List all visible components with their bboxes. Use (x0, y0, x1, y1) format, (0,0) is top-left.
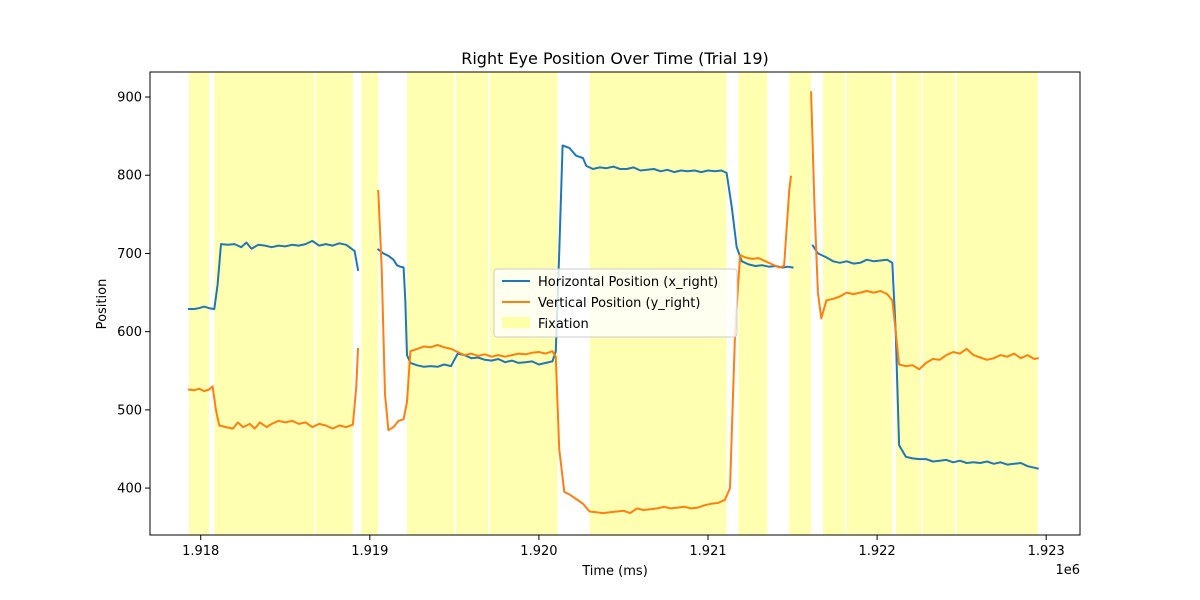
x-tick-label: 1.919 (351, 544, 388, 559)
fixation-band-3 (361, 72, 379, 535)
y-right-line-segment-1 (377, 175, 793, 515)
x-tick-label: 1.923 (1028, 544, 1065, 559)
y-tick-label: 500 (117, 403, 142, 418)
legend-label-horizontal: Horizontal Position (x_right) (538, 275, 718, 290)
fixation-band-5 (456, 72, 489, 535)
fixation-band-4 (407, 72, 455, 535)
fixation-band-1 (214, 72, 315, 535)
y-tick-label: 700 (117, 247, 142, 262)
y-tick-label: 400 (117, 482, 142, 497)
x-right-line-segment-1 (376, 144, 794, 368)
x-tick-label: 1.918 (182, 544, 219, 559)
fixation-band-2 (315, 72, 353, 535)
x-tick-label: 1.921 (689, 544, 726, 559)
x-axis-label: Time (ms) (581, 564, 648, 579)
legend-box (493, 268, 738, 338)
x-axis: 1.918 1.919 1.920 1.921 1.922 1.923 (182, 535, 1065, 559)
x-axis-offset-label: 1e6 (1055, 563, 1080, 578)
fixation-band-8 (738, 72, 768, 535)
legend-swatch-fixation (502, 317, 530, 328)
x-tick-label: 1.922 (858, 544, 895, 559)
fixation-band-11 (846, 72, 893, 535)
y-tick-label: 600 (117, 325, 142, 340)
axes-frame (149, 71, 1081, 536)
x-right-line-segment-2 (811, 244, 1039, 470)
y-tick-label: 900 (117, 91, 142, 106)
fixation-band-13 (922, 72, 955, 535)
series-lines (187, 91, 1039, 515)
legend-label-vertical: Vertical Position (y_right) (538, 296, 700, 311)
legend: Horizontal Position (x_right) Vertical P… (493, 268, 738, 338)
y-tick-label: 800 (117, 169, 142, 184)
y-right-line-segment-2 (810, 91, 1039, 371)
x-right-line-segment-0 (187, 239, 360, 310)
y-right-line-segment-0 (187, 347, 360, 430)
y-axis: 400 500 600 700 800 900 (117, 91, 150, 497)
fixation-band-9 (789, 72, 812, 535)
y-axis-label: Position (95, 279, 110, 330)
x-tick-label: 1.920 (520, 544, 557, 559)
legend-label-fixation: Fixation (538, 317, 589, 332)
chart-title: Right Eye Position Over Time (Trial 19) (461, 49, 769, 68)
fixation-band-0 (188, 72, 210, 535)
fixation-band-10 (822, 72, 845, 535)
fixation-band-12 (895, 72, 922, 535)
fixation-band-14 (956, 72, 1038, 535)
